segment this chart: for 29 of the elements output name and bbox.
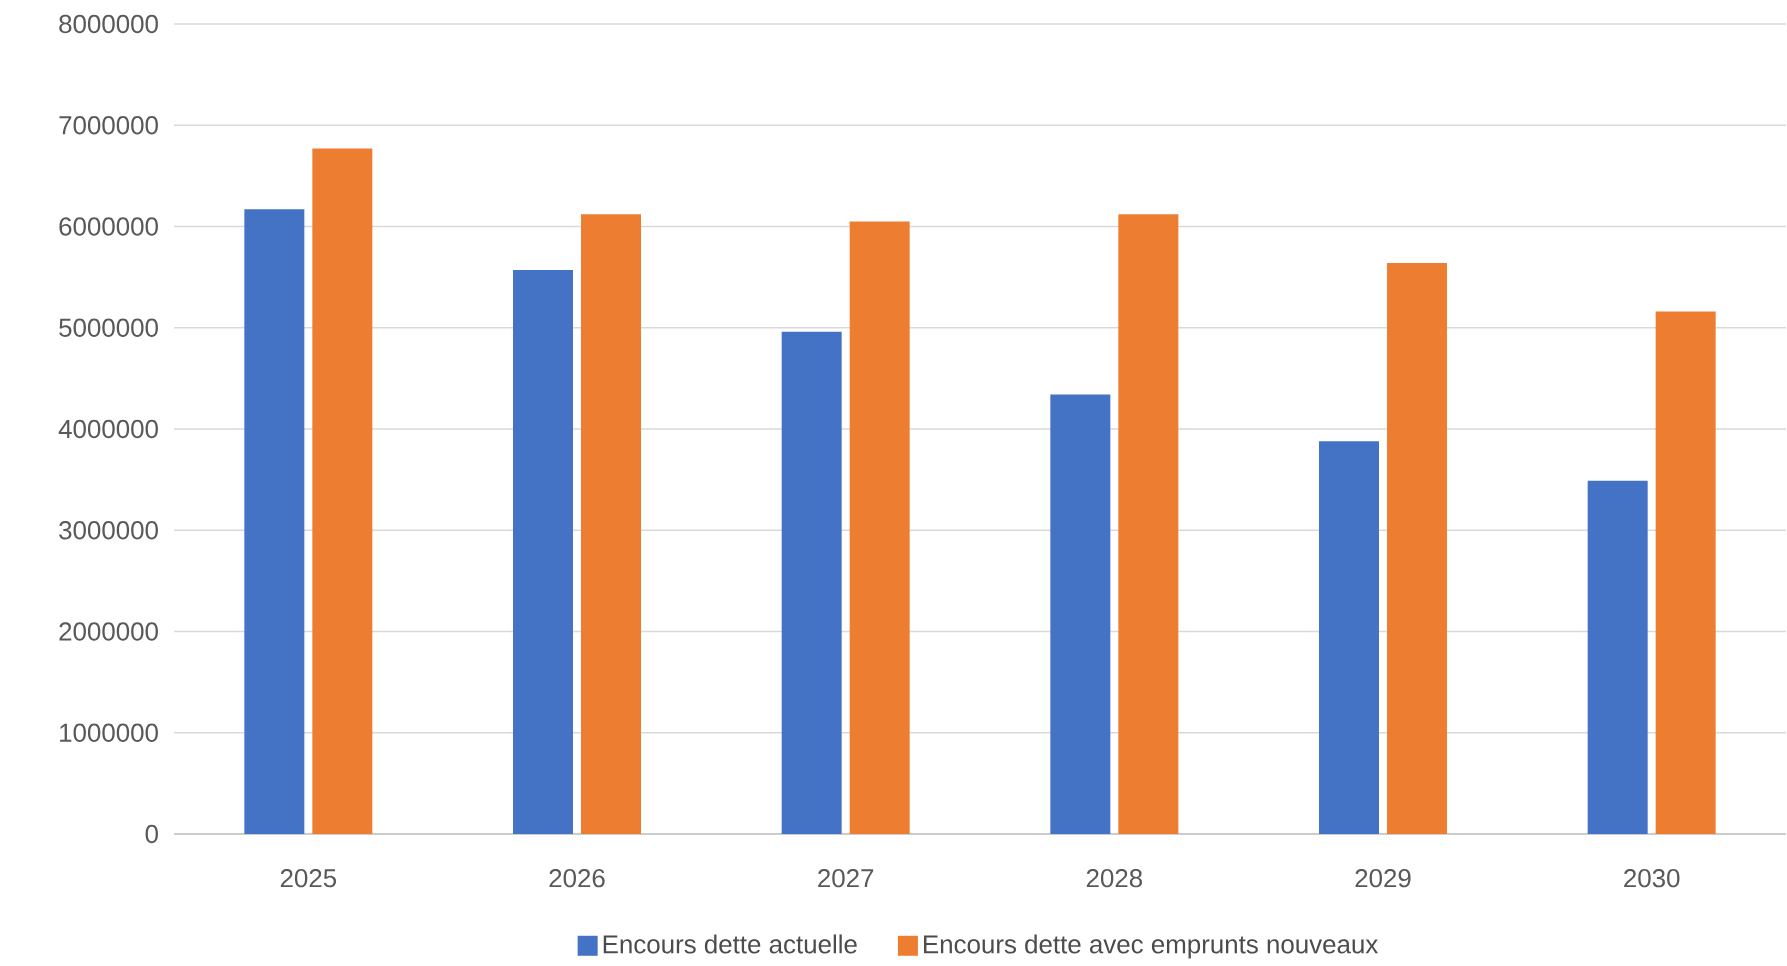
y-tick-label: 6000000	[59, 217, 158, 236]
y-tick-label: 1000000	[60, 723, 158, 742]
y-tick-label: 7000000	[59, 116, 158, 135]
legend-label: Encours dette avec emprunts nouveaux	[924, 934, 1379, 959]
x-tick-label: 2029	[1355, 869, 1411, 888]
x-tick-label: 2030	[1624, 869, 1680, 888]
x-tick-label: 2025	[280, 869, 337, 888]
bar	[312, 148, 373, 834]
x-tick-label: 2026	[549, 869, 605, 888]
y-tick-label: 5000000	[59, 318, 158, 337]
bar	[513, 270, 573, 834]
bar	[1050, 394, 1111, 834]
x-tick-label: 2028	[1086, 869, 1143, 888]
x-tick-label: 2027	[818, 869, 874, 888]
bar	[244, 209, 305, 834]
y-tick-label: 0	[145, 824, 158, 844]
y-tick-label: 8000000	[59, 14, 158, 34]
bar	[1655, 311, 1716, 834]
bar	[781, 331, 842, 834]
legend-label: Encours dette actuelle	[603, 934, 857, 954]
bar	[1118, 214, 1179, 834]
bar	[1319, 441, 1380, 834]
bar	[849, 221, 910, 834]
y-tick-label: 2000000	[59, 622, 158, 641]
bar	[581, 214, 641, 834]
bar	[1587, 480, 1648, 834]
y-tick-label: 4000000	[58, 419, 158, 439]
y-tick-label: 3000000	[59, 521, 158, 540]
bar	[1387, 262, 1448, 834]
